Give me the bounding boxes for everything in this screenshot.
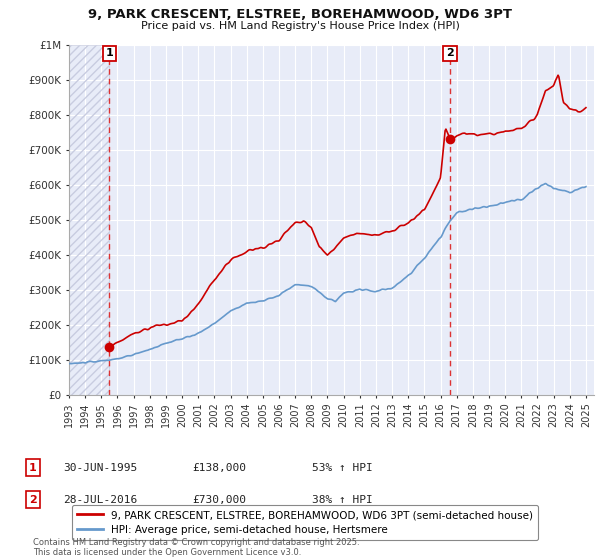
Legend: 9, PARK CRESCENT, ELSTREE, BOREHAMWOOD, WD6 3PT (semi-detached house), HPI: Aver: 9, PARK CRESCENT, ELSTREE, BOREHAMWOOD, … bbox=[71, 505, 538, 540]
Text: 9, PARK CRESCENT, ELSTREE, BOREHAMWOOD, WD6 3PT: 9, PARK CRESCENT, ELSTREE, BOREHAMWOOD, … bbox=[88, 8, 512, 21]
Text: 1: 1 bbox=[106, 48, 113, 58]
Text: Contains HM Land Registry data © Crown copyright and database right 2025.
This d: Contains HM Land Registry data © Crown c… bbox=[33, 538, 359, 557]
Text: 28-JUL-2016: 28-JUL-2016 bbox=[63, 494, 137, 505]
Text: £730,000: £730,000 bbox=[192, 494, 246, 505]
Text: 38% ↑ HPI: 38% ↑ HPI bbox=[312, 494, 373, 505]
Text: £138,000: £138,000 bbox=[192, 463, 246, 473]
Text: 53% ↑ HPI: 53% ↑ HPI bbox=[312, 463, 373, 473]
Text: 30-JUN-1995: 30-JUN-1995 bbox=[63, 463, 137, 473]
Text: 1: 1 bbox=[29, 463, 37, 473]
Text: Price paid vs. HM Land Registry's House Price Index (HPI): Price paid vs. HM Land Registry's House … bbox=[140, 21, 460, 31]
Text: 2: 2 bbox=[29, 494, 37, 505]
Text: 2: 2 bbox=[446, 48, 454, 58]
